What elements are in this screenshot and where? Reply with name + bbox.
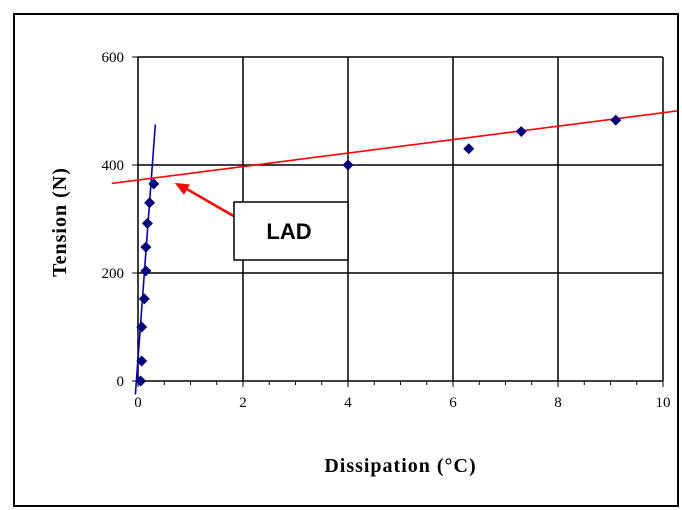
annotation-arrow-line	[184, 186, 238, 220]
annotation-box	[233, 201, 349, 261]
trendline	[111, 110, 677, 185]
x-tick-label: 0	[134, 395, 142, 411]
y-tick-label: 400	[102, 158, 125, 174]
grid-lines	[138, 56, 664, 381]
y-tick-label: 200	[102, 266, 125, 282]
trendline	[134, 124, 157, 395]
trendlines	[111, 110, 677, 395]
x-tick-label: 6	[449, 395, 457, 411]
x-axis-title: Dissipation (°C)	[324, 455, 476, 477]
data-point	[610, 114, 622, 126]
y-tick-label: 600	[102, 50, 125, 66]
y-tick-label: 0	[117, 374, 125, 390]
data-point	[138, 293, 150, 305]
data-point	[144, 197, 156, 209]
x-tick-label: 2	[239, 395, 247, 411]
annotation-arrowhead	[174, 182, 190, 195]
data-point	[135, 375, 147, 387]
data-point	[140, 241, 152, 253]
data-point	[141, 217, 153, 229]
data-point	[136, 321, 148, 333]
data-points	[135, 114, 622, 387]
x-tick-label: 4	[344, 395, 352, 411]
data-point	[136, 355, 148, 367]
data-point	[342, 159, 354, 171]
annotation: LAD	[174, 182, 349, 261]
y-axis-title: Tension (N)	[49, 167, 71, 277]
x-tick-label: 8	[554, 395, 562, 411]
data-point	[463, 143, 475, 155]
data-point	[148, 178, 160, 190]
data-point	[515, 126, 527, 138]
annotation-label: LAD	[266, 219, 311, 244]
axes	[132, 56, 664, 387]
x-tick-label: 10	[656, 395, 671, 411]
data-point	[140, 265, 152, 277]
tick-labels: 0 2 4 6 8 10 0 200 400 600	[102, 50, 671, 411]
